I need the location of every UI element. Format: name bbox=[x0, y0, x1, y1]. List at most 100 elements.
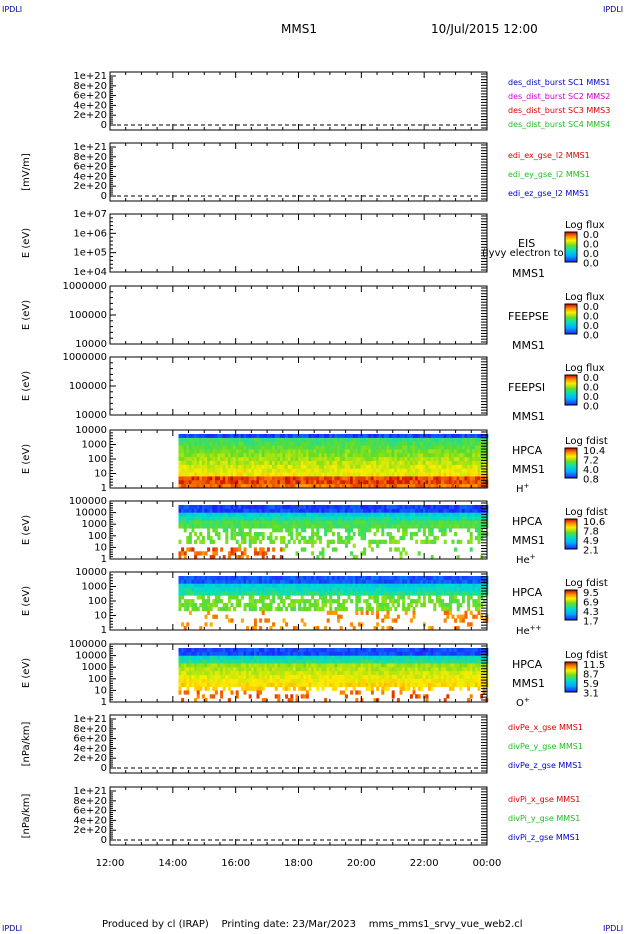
heatmap-cell bbox=[373, 671, 377, 676]
heatmap-cell bbox=[251, 453, 255, 458]
heatmap-cell bbox=[220, 576, 224, 581]
heatmap-cell bbox=[378, 591, 382, 596]
heatmap-cell bbox=[251, 520, 255, 525]
heatmap-cell bbox=[464, 587, 468, 592]
heatmap-cell bbox=[238, 678, 242, 684]
heatmap-cell bbox=[394, 434, 398, 439]
heatmap-cell bbox=[207, 671, 211, 676]
heatmap-cell bbox=[178, 551, 182, 556]
y-tick-label: 10 bbox=[94, 611, 107, 622]
heatmap-cell bbox=[259, 595, 263, 600]
heatmap-cell bbox=[243, 484, 247, 489]
heatmap-cell bbox=[360, 434, 364, 439]
heatmap-cell bbox=[373, 437, 377, 443]
heatmap-cell bbox=[391, 468, 395, 473]
heatmap-cell bbox=[326, 528, 330, 533]
heatmap-cell bbox=[204, 671, 208, 676]
heatmap-cell bbox=[399, 659, 403, 664]
heatmap-cell bbox=[188, 445, 192, 450]
heatmap-cell bbox=[282, 468, 286, 473]
heatmap-cell bbox=[188, 547, 192, 552]
heatmap-cell bbox=[321, 480, 325, 485]
heatmap-cell bbox=[321, 464, 325, 470]
heatmap-cell bbox=[394, 512, 398, 517]
heatmap-cell bbox=[467, 622, 471, 627]
heatmap-cell bbox=[183, 671, 187, 676]
heatmap-cell bbox=[383, 583, 387, 588]
colorbar-title: Log fdist bbox=[565, 578, 608, 589]
heatmap-cell bbox=[368, 464, 372, 470]
heatmap-cell bbox=[230, 508, 234, 514]
heatmap-cell bbox=[378, 648, 382, 653]
heatmap-cell bbox=[194, 437, 198, 443]
heatmap-cell bbox=[243, 603, 247, 608]
heatmap-cell bbox=[324, 528, 328, 533]
heatmap-cell bbox=[438, 449, 442, 454]
heatmap-cell bbox=[370, 667, 374, 672]
heatmap-cell bbox=[407, 651, 411, 657]
heatmap-cell bbox=[441, 576, 445, 581]
heatmap-cell bbox=[472, 445, 476, 450]
heatmap-cell bbox=[386, 610, 390, 615]
heatmap-cell bbox=[474, 437, 478, 443]
heatmap-cell bbox=[422, 508, 426, 514]
heatmap-cell bbox=[183, 476, 187, 481]
heatmap-cell bbox=[474, 576, 478, 581]
heatmap-cell bbox=[191, 675, 195, 680]
heatmap-cell bbox=[480, 468, 484, 473]
heatmap-cell bbox=[355, 516, 359, 521]
heatmap-cell bbox=[217, 576, 221, 581]
heatmap-cell bbox=[282, 663, 286, 668]
heatmap-cell bbox=[407, 457, 411, 462]
heatmap-cell bbox=[386, 461, 390, 466]
heatmap-cell bbox=[428, 512, 432, 517]
heatmap-cell bbox=[220, 445, 224, 450]
heatmap-cell bbox=[389, 484, 393, 489]
heatmap-cell bbox=[352, 461, 356, 466]
heatmap-cell bbox=[269, 583, 273, 588]
heatmap-cell bbox=[376, 464, 380, 470]
panel-frame bbox=[109, 71, 488, 131]
heatmap-cell bbox=[386, 591, 390, 596]
heatmap-cell bbox=[381, 686, 385, 691]
legend-entry: des_dist_burst SC2 MMS2 bbox=[508, 92, 610, 101]
heatmap-cell bbox=[282, 512, 286, 517]
heatmap-cell bbox=[220, 694, 224, 699]
heatmap-cell bbox=[326, 476, 330, 481]
heatmap-cell bbox=[347, 583, 351, 588]
heatmap-cell bbox=[420, 520, 424, 525]
heatmap-cell bbox=[365, 686, 369, 691]
heatmap-cell bbox=[454, 667, 458, 672]
heatmap-cell bbox=[422, 583, 426, 588]
heatmap-cell bbox=[350, 535, 354, 541]
spacecraft-label: MMS1 bbox=[512, 339, 545, 352]
heatmap-cell bbox=[451, 508, 455, 514]
heatmap-cell bbox=[357, 484, 361, 489]
heatmap-cell bbox=[183, 441, 187, 446]
heatmap-cell bbox=[339, 480, 343, 485]
heatmap-cell bbox=[253, 457, 257, 462]
heatmap-cell bbox=[438, 472, 442, 477]
heatmap-cell bbox=[287, 591, 291, 596]
heatmap-cell bbox=[227, 512, 231, 517]
heatmap-cell bbox=[266, 606, 270, 612]
heatmap-cell bbox=[282, 434, 286, 439]
heatmap-cell bbox=[396, 603, 400, 608]
heatmap-cell bbox=[290, 472, 294, 477]
heatmap-cell bbox=[420, 675, 424, 680]
heatmap-cell bbox=[295, 535, 299, 541]
heatmap-cell bbox=[259, 690, 263, 695]
heatmap-cell bbox=[344, 480, 348, 485]
heatmap-cell bbox=[326, 512, 330, 517]
heatmap-cell bbox=[225, 675, 229, 680]
heatmap-cell bbox=[313, 445, 317, 450]
heatmap-cell bbox=[357, 678, 361, 684]
heatmap-cell bbox=[396, 655, 400, 660]
heatmap-cell bbox=[394, 445, 398, 450]
heatmap-cell bbox=[292, 606, 296, 612]
heatmap-cell bbox=[261, 480, 265, 485]
heatmap-cell bbox=[316, 434, 320, 439]
heatmap-cell bbox=[451, 667, 455, 672]
heatmap-cell bbox=[357, 468, 361, 473]
heatmap-cell bbox=[477, 461, 481, 466]
